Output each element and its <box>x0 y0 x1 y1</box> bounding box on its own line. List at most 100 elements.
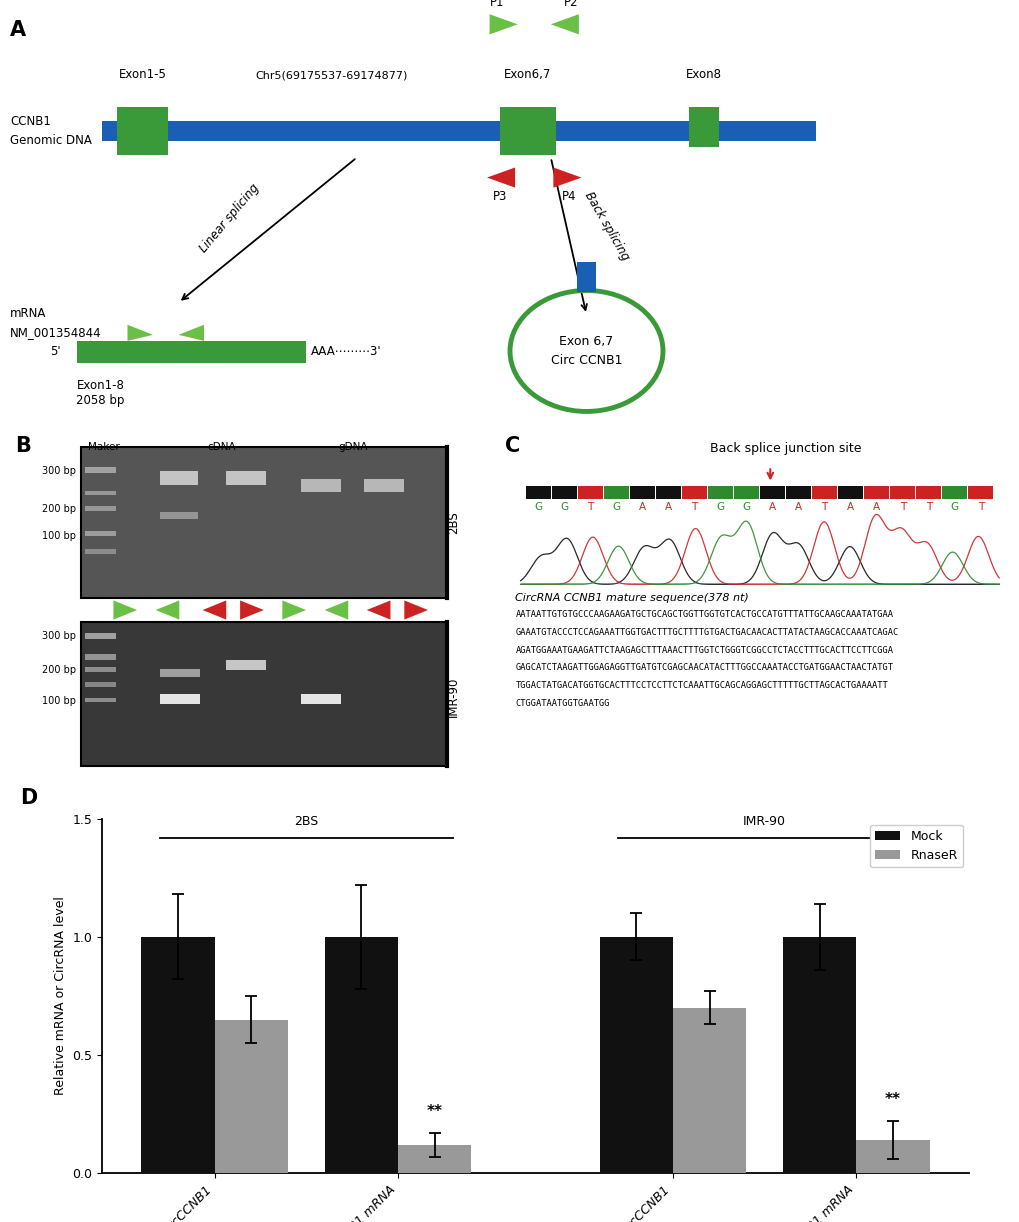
Text: P1: P1 <box>489 0 504 10</box>
Text: A: A <box>664 501 672 512</box>
Text: GAAATGTACCCTCCAGAAATTGGTGACTTTGCTTTTGTGACTGACAACACTTATACTAAGCACCAAATCAGAC: GAAATGTACCCTCCAGAAATTGGTGACTTTGCTTTTGTGA… <box>515 628 898 637</box>
Text: P4: P4 <box>560 189 576 203</box>
Text: AGATGGAAATGAAGATTCTAAGAGCTTTAAACTTTGGTCTGGGTCGGCCTCTACCTTTGCACTTCCTTCGGA: AGATGGAAATGAAGATTCTAAGAGCTTTAAACTTTGGTCT… <box>515 645 893 655</box>
Text: 300 bp: 300 bp <box>42 631 75 640</box>
FancyBboxPatch shape <box>688 108 718 148</box>
Text: Exon 6,7
Circ CCNB1: Exon 6,7 Circ CCNB1 <box>550 335 622 367</box>
FancyBboxPatch shape <box>86 532 116 536</box>
Text: C: C <box>504 435 520 456</box>
FancyBboxPatch shape <box>915 486 941 499</box>
Text: AATAATTGTGTGCCCAAGAAGATGCTGCAGCTGGTTGGTGTCACTGCCATGTTTATTGCAAGCAAATATGAA: AATAATTGTGTGCCCAAGAAGATGCTGCAGCTGGTTGGTG… <box>515 610 893 620</box>
Text: P3: P3 <box>492 189 506 203</box>
Text: G: G <box>612 501 620 512</box>
Text: G: G <box>950 501 958 512</box>
FancyBboxPatch shape <box>76 341 306 363</box>
Text: Chr5(69175537-69174877): Chr5(69175537-69174877) <box>255 71 408 81</box>
Polygon shape <box>487 167 515 188</box>
Text: Exon8: Exon8 <box>685 67 721 81</box>
Polygon shape <box>367 600 390 620</box>
Text: Back splicing: Back splicing <box>582 189 631 263</box>
Text: **: ** <box>884 1092 900 1107</box>
Text: A: A <box>10 21 26 40</box>
Polygon shape <box>156 600 179 620</box>
FancyBboxPatch shape <box>811 486 837 499</box>
Text: G: G <box>742 501 750 512</box>
Polygon shape <box>404 600 428 620</box>
FancyBboxPatch shape <box>86 698 116 703</box>
Text: CCNB1
Genomic DNA: CCNB1 Genomic DNA <box>10 115 92 147</box>
Text: 100 bp: 100 bp <box>42 532 75 541</box>
Text: **: ** <box>426 1103 442 1119</box>
Text: IMR-90: IMR-90 <box>446 677 460 717</box>
Polygon shape <box>203 600 226 620</box>
FancyBboxPatch shape <box>890 486 914 499</box>
FancyBboxPatch shape <box>785 486 810 499</box>
FancyBboxPatch shape <box>515 510 1004 588</box>
FancyBboxPatch shape <box>226 660 266 670</box>
Bar <box>215 1019 287 1173</box>
Polygon shape <box>127 325 153 341</box>
Text: T: T <box>587 501 593 512</box>
Text: B: B <box>15 435 31 456</box>
FancyBboxPatch shape <box>160 472 198 485</box>
FancyBboxPatch shape <box>942 486 966 499</box>
Text: G: G <box>560 501 568 512</box>
FancyBboxPatch shape <box>577 263 595 292</box>
Bar <box>599 937 673 1173</box>
Text: TGGACTATGACATGGTGCACTTTCCTCCTTCTCAAATTGCAGCAGGAGCTTTTTGCTTAGCACTGAAAATT: TGGACTATGACATGGTGCACTTTCCTCCTTCTCAAATTGC… <box>515 681 888 690</box>
Text: Exon1-8
2058 bp: Exon1-8 2058 bp <box>76 379 124 407</box>
Text: G: G <box>716 501 723 512</box>
Text: Linear splicing: Linear splicing <box>197 181 262 254</box>
Text: T: T <box>976 501 983 512</box>
Text: D: D <box>20 788 38 808</box>
Text: Exon6,7: Exon6,7 <box>503 67 551 81</box>
Text: 2BS: 2BS <box>446 511 460 534</box>
Bar <box>142 937 215 1173</box>
FancyBboxPatch shape <box>160 670 200 677</box>
FancyBboxPatch shape <box>681 486 706 499</box>
FancyBboxPatch shape <box>577 486 602 499</box>
Bar <box>397 1145 471 1173</box>
FancyBboxPatch shape <box>86 682 116 687</box>
FancyBboxPatch shape <box>86 506 116 511</box>
Text: 2BS: 2BS <box>293 815 318 829</box>
Polygon shape <box>324 600 347 620</box>
FancyBboxPatch shape <box>86 633 116 639</box>
Text: A: A <box>795 501 801 512</box>
Text: CTGGATAATGGTGAATGG: CTGGATAATGGTGAATGG <box>515 699 609 708</box>
FancyBboxPatch shape <box>160 512 198 519</box>
FancyBboxPatch shape <box>117 108 168 155</box>
Legend: Mock, RnaseR: Mock, RnaseR <box>869 825 962 868</box>
Text: Exon1-5: Exon1-5 <box>119 67 166 81</box>
Text: T: T <box>924 501 931 512</box>
FancyBboxPatch shape <box>655 486 681 499</box>
Polygon shape <box>239 600 264 620</box>
FancyBboxPatch shape <box>160 694 200 704</box>
Text: gDNA: gDNA <box>337 442 367 452</box>
FancyBboxPatch shape <box>364 479 404 492</box>
Text: Back splice junction site: Back splice junction site <box>709 442 861 456</box>
Text: 200 bp: 200 bp <box>42 505 75 514</box>
FancyBboxPatch shape <box>707 486 733 499</box>
Bar <box>673 1008 746 1173</box>
Polygon shape <box>282 600 306 620</box>
FancyBboxPatch shape <box>86 490 116 495</box>
FancyBboxPatch shape <box>499 108 555 155</box>
Text: T: T <box>820 501 827 512</box>
FancyBboxPatch shape <box>301 694 340 704</box>
Text: 100 bp: 100 bp <box>42 695 75 705</box>
Bar <box>855 1140 928 1173</box>
Text: cDNA: cDNA <box>207 442 235 452</box>
FancyBboxPatch shape <box>86 467 116 473</box>
FancyBboxPatch shape <box>86 654 116 660</box>
FancyBboxPatch shape <box>967 486 993 499</box>
Text: G: G <box>534 501 542 512</box>
Text: A: A <box>872 501 879 512</box>
Polygon shape <box>178 325 204 341</box>
Polygon shape <box>489 15 518 34</box>
FancyBboxPatch shape <box>838 486 862 499</box>
Polygon shape <box>113 600 137 620</box>
FancyBboxPatch shape <box>81 447 446 598</box>
FancyBboxPatch shape <box>863 486 889 499</box>
Text: AAA⋯⋯⋯3': AAA⋯⋯⋯3' <box>311 346 381 358</box>
